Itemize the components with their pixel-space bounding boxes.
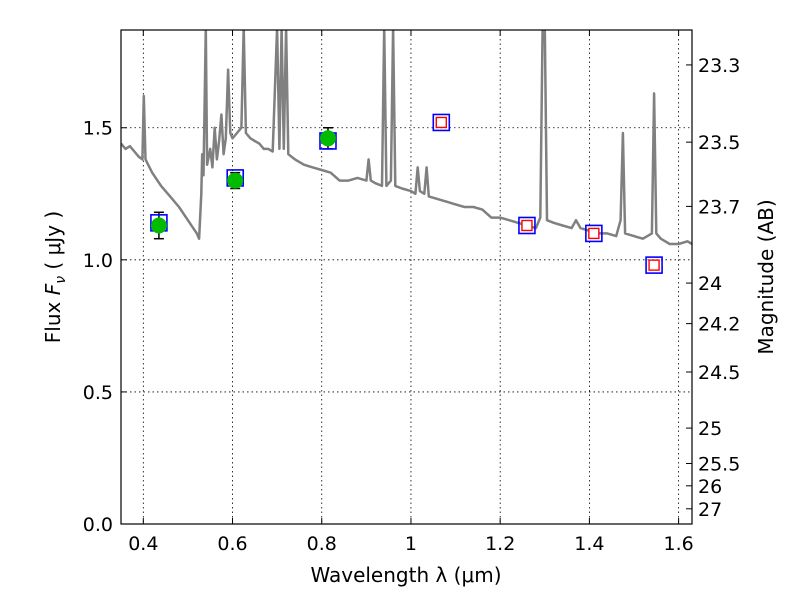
y-tick-label: 0.5: [83, 382, 113, 404]
right-tick-label: 26: [698, 476, 722, 498]
x-tick-label: 0.8: [307, 533, 337, 555]
template-spectrum-line: [121, 30, 692, 246]
x-tick-label: 0.4: [128, 533, 158, 555]
model-box-marker: [518, 216, 536, 235]
right-tick-label: 25: [698, 418, 722, 440]
right-axis-label: Magnitude (AB): [754, 199, 778, 354]
right-tick-label: 25.5: [698, 453, 740, 475]
x-tick-label: 0.6: [217, 533, 247, 555]
right-tick-label: 23.7: [698, 196, 740, 218]
y-axis-label: Flux Fν ( μJy ): [41, 211, 69, 343]
axes: 0.4 0.6 0.8 1 1.2 1.4 1.6 0.0 0.5 1.0 1.5 23.3 23.5 2…: [83, 29, 740, 555]
plot-frame: [120, 29, 693, 525]
predicted-flux-marker: [588, 227, 600, 240]
predicted-flux-marker: [521, 219, 533, 232]
x-tick-label: 1.2: [485, 533, 515, 555]
model-box-marker: [432, 113, 451, 132]
y-tick-label: 0.0: [83, 514, 113, 536]
observed-flux-point: [319, 130, 336, 147]
observed-flux-point: [150, 217, 167, 234]
model-box-marker: [645, 256, 663, 274]
observed-flux-point: [227, 172, 244, 189]
right-tick-label: 24.5: [698, 362, 740, 384]
x-tick-label: 1: [405, 533, 417, 555]
model-box-marker: [585, 224, 603, 243]
photometry-points: [150, 113, 663, 274]
x-axis-label: Wavelength λ (μm): [310, 563, 501, 587]
predicted-flux-marker: [648, 259, 660, 271]
right-tick-label: 24.2: [698, 314, 740, 336]
right-tick-label: 23.5: [698, 132, 740, 154]
right-tick-label: 27: [698, 499, 722, 521]
predicted-flux-marker: [435, 116, 447, 129]
y-tick-label: 1.0: [83, 250, 113, 272]
x-tick-label: 1.6: [664, 533, 694, 555]
right-tick-label: 23.3: [698, 55, 740, 77]
x-tick-label: 1.4: [574, 533, 604, 555]
right-tick-label: 24: [698, 273, 722, 295]
template-spectrum: [121, 30, 692, 246]
y-tick-label: 1.5: [83, 118, 113, 140]
